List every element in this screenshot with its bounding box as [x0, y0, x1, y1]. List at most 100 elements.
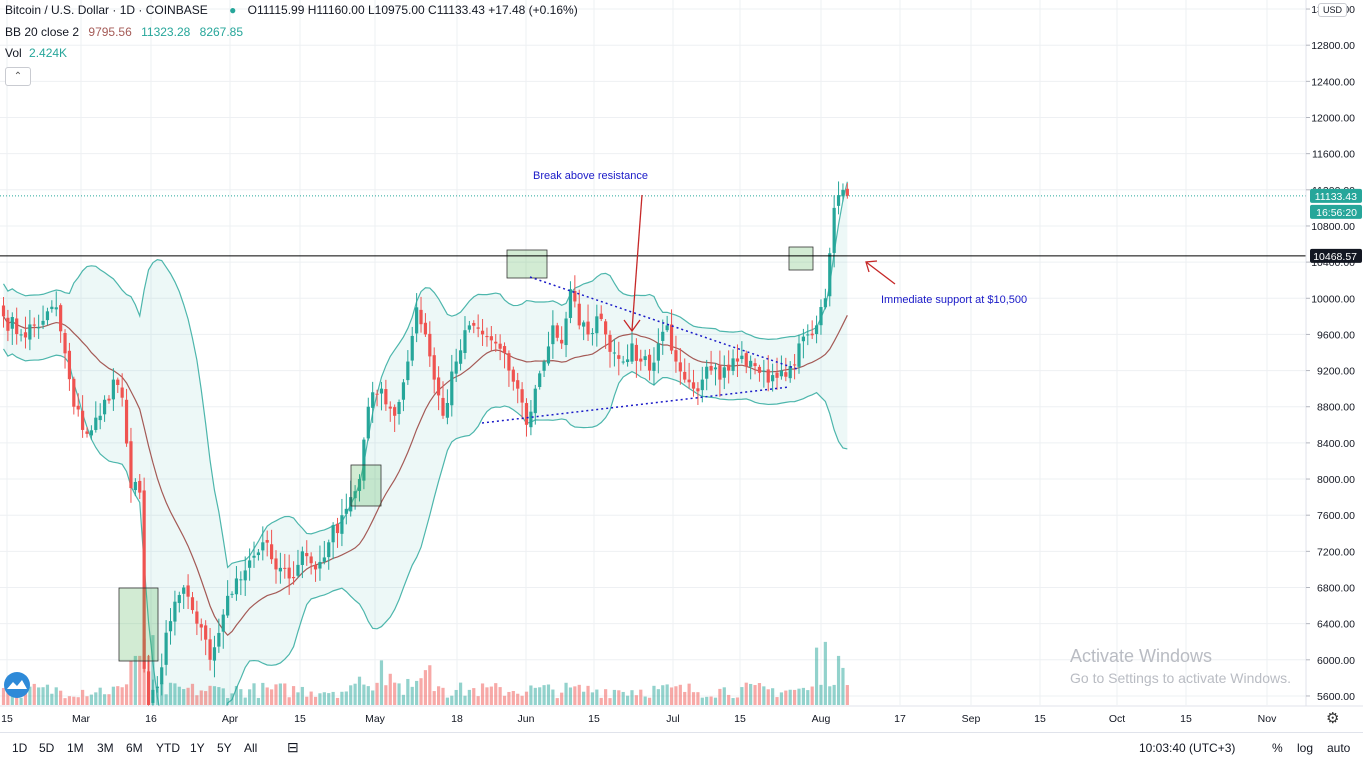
grid-lines [0, 0, 1306, 705]
candle [793, 353, 797, 380]
candle [498, 334, 502, 361]
candle-body [485, 336, 489, 338]
volume-bar [678, 684, 682, 705]
price-tick-label: 10000.00 [1311, 293, 1355, 305]
candle [129, 427, 133, 503]
volume-bar [546, 684, 551, 705]
candle-body [94, 417, 98, 430]
highlight-box [788, 246, 814, 271]
volume-legend[interactable]: Vol 2.424K [5, 46, 67, 60]
volume-bar [529, 685, 533, 705]
candle [516, 372, 520, 404]
timeframe-5y[interactable]: 5Y [217, 741, 232, 755]
volume-bar [309, 691, 313, 705]
candle-body [472, 322, 476, 326]
auto-scale-toggle[interactable]: auto [1327, 741, 1351, 755]
timeframe-6m[interactable]: 6M [126, 741, 143, 755]
date-range-calendar-icon[interactable]: ⊟ [287, 739, 299, 755]
time-tick-label: Mar [72, 713, 91, 725]
candle-body [278, 567, 282, 572]
price-tick-label: 12800.00 [1311, 40, 1355, 52]
candle-body [836, 195, 841, 206]
candle-body [793, 364, 797, 366]
timeframe-3m[interactable]: 3M [97, 741, 114, 755]
candle-body [696, 388, 700, 392]
volume-bar [542, 685, 546, 705]
timeframe-1y[interactable]: 1Y [190, 741, 205, 755]
candle [190, 591, 195, 614]
volume-bar [239, 689, 243, 705]
candle [705, 359, 709, 391]
candle-body [542, 361, 546, 371]
log-scale-toggle[interactable]: log [1297, 741, 1314, 755]
volume-bar [485, 687, 489, 705]
bb-legend[interactable]: BB 20 close 2 9795.56 11323.28 8267.85 [5, 25, 243, 39]
candle-body [582, 322, 586, 327]
volume-bar [357, 676, 362, 705]
volume-bar [349, 685, 353, 705]
candle [388, 401, 392, 422]
support-annotation: Immediate support at $10,500 [881, 294, 1027, 306]
candle-body [806, 334, 810, 336]
volume-bar [274, 684, 278, 705]
candle [749, 355, 753, 380]
candle [599, 305, 603, 322]
timeframe-5d[interactable]: 5D [39, 741, 55, 755]
timeframe-1m[interactable]: 1M [67, 741, 84, 755]
volume-bar [560, 692, 564, 705]
volume-bar [318, 693, 322, 705]
candle [771, 363, 775, 392]
timeframe-1d[interactable]: 1D [12, 741, 28, 755]
symbol-title[interactable]: Bitcoin / U.S. Dollar · 1D · COINBASE [5, 3, 208, 17]
candle [810, 320, 814, 340]
volume-bar [217, 687, 221, 705]
volume-bar [467, 689, 471, 705]
candle-body [300, 551, 304, 565]
price-tick-label: 8000.00 [1317, 474, 1355, 486]
clock-time[interactable]: 10:03:40 (UTC+3) [1139, 741, 1236, 755]
time-tick-label: 15 [294, 713, 306, 725]
support-trendline [481, 386, 790, 424]
volume-bar [665, 684, 669, 705]
volume-bar [120, 687, 124, 705]
candle-body [678, 362, 682, 372]
currency-label[interactable]: USD [1317, 3, 1347, 17]
candle [393, 404, 397, 432]
percent-scale-toggle[interactable]: % [1272, 741, 1283, 755]
highlight-box [118, 587, 159, 662]
candle [89, 425, 93, 440]
settings-gear-icon[interactable]: ⚙ [1326, 710, 1340, 727]
candle-body [415, 307, 419, 334]
volume-bar [1, 687, 6, 705]
volume-bar [384, 685, 388, 705]
candle [85, 426, 89, 438]
candle-body [107, 398, 111, 401]
ohlc-readout: O11115.99 H11160.00 L10975.00 C11133.43 … [247, 3, 578, 17]
candle-body [155, 686, 159, 688]
volume-bar [647, 697, 652, 705]
price-tick-label: 9600.00 [1317, 329, 1355, 341]
volume-bar [480, 683, 485, 705]
candle [353, 485, 357, 510]
candle [67, 342, 72, 391]
candle-body [467, 325, 471, 330]
support-arrow [865, 261, 896, 285]
candle-body [639, 358, 643, 362]
candle-body [516, 380, 520, 389]
candle [779, 355, 784, 380]
candle-body [28, 324, 32, 340]
volume-bar [397, 683, 401, 705]
candle [577, 289, 581, 330]
collapse-legend-button[interactable]: ⌃ [5, 67, 31, 86]
volume-bar [164, 694, 168, 705]
candle [511, 366, 515, 391]
timeframe-all[interactable]: All [244, 741, 258, 755]
time-tick-label: Aug [812, 713, 831, 725]
candle [94, 401, 98, 433]
candle-body [81, 410, 85, 430]
candle-body [344, 508, 348, 514]
candle-body [63, 333, 67, 354]
candle-body [327, 542, 331, 558]
timeframe-ytd[interactable]: YTD [156, 741, 180, 755]
